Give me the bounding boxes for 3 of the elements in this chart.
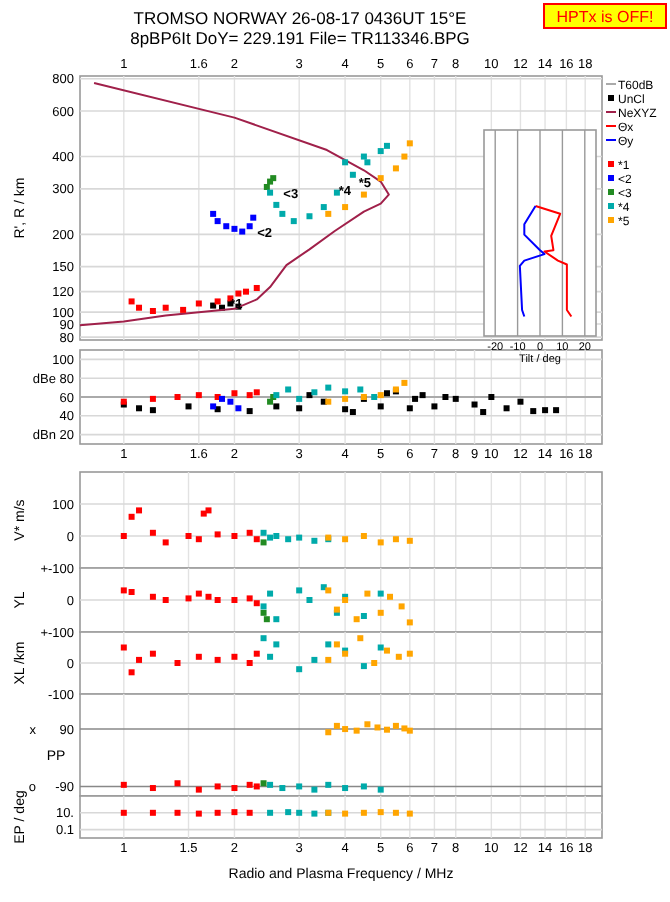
- chart-subtitle: 8pBP6It DoY= 229.191 File= TR113346.BPG: [130, 28, 470, 48]
- chart-title: TROMSO NORWAY 26-08-17 0436UT 15°E: [133, 8, 468, 28]
- text: HPTx is OFF!: [556, 8, 654, 26]
